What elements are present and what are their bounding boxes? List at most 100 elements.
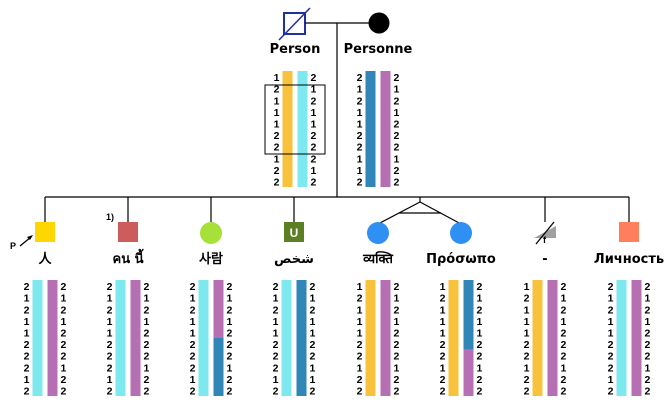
child-8-symbol[interactable] — [619, 222, 639, 242]
child-2-hap-right-allele: 1 — [144, 362, 150, 374]
child-5-symbol[interactable] — [367, 222, 389, 244]
father-hap-left-allele: 1 — [274, 153, 280, 165]
child-7-hap-right-allele: 2 — [561, 351, 567, 363]
mother-haplotype: 2 21 12 21 11 22 22 21 11 22 2 — [357, 71, 400, 189]
child-2-hap-left-allele: 1 — [107, 374, 113, 386]
child-4-symbol[interactable] — [284, 222, 304, 242]
child-8-hap-left-allele: 1 — [608, 328, 614, 340]
child-2-hap-left-chromosome-segment — [115, 280, 126, 396]
child-6-hap-right-allele: 2 — [477, 339, 483, 351]
mother-hap-left-allele: 1 — [357, 107, 363, 119]
child-6-hap-right-chromosome-segment — [463, 280, 474, 350]
child-2-hap-left-allele: 2 — [107, 351, 113, 363]
child-6-hap-right-allele: 2 — [477, 386, 483, 398]
child-2-hap-left-allele: 2 — [107, 304, 113, 316]
father-hap-left-allele: 2 — [274, 130, 280, 142]
mother-hap-left-allele: 2 — [357, 130, 363, 142]
child-1-hap-right-allele: 2 — [61, 281, 67, 293]
child-1-hap-right-allele: 2 — [61, 328, 67, 340]
father-deceased-slash — [278, 7, 311, 41]
child-6-hap-left-allele: 2 — [440, 293, 446, 305]
child-8-hap-right-allele: 2 — [645, 339, 651, 351]
father-hap-left-allele: 1 — [274, 107, 280, 119]
child-6-symbol[interactable] — [450, 222, 472, 244]
child-5-hap-left-allele: 1 — [357, 362, 363, 374]
child-3-hap-left-allele: 1 — [190, 316, 196, 328]
child-5-hap-right-allele: 1 — [394, 362, 400, 374]
child-1-label: 人 — [38, 251, 52, 267]
child-7-hap-left-chromosome-segment — [532, 280, 543, 396]
mother-hap-left-allele: 1 — [357, 165, 363, 177]
mother-hap-right-allele: 1 — [394, 153, 400, 165]
father-hap-left-allele: 1 — [274, 119, 280, 131]
mother-symbol[interactable] — [368, 12, 390, 34]
mother-hap-left-allele: 2 — [357, 95, 363, 107]
child-6-hap-left-allele: 2 — [440, 351, 446, 363]
child-8-hap-right-allele: 2 — [645, 374, 651, 386]
father-hap-right-allele: 2 — [311, 142, 317, 154]
child-7-hap-left-allele: 2 — [524, 339, 530, 351]
child-8-hap-right-chromosome-segment — [631, 280, 642, 396]
child-5-hap-right-allele: 2 — [394, 281, 400, 293]
mother-hap-left-allele: 2 — [357, 72, 363, 84]
child-5-hap-right-chromosome-segment — [380, 280, 391, 396]
child-2-hap-right-allele: 2 — [144, 339, 150, 351]
child-4-hap-left-allele: 2 — [273, 362, 279, 374]
child-5-hap-left-allele: 1 — [357, 328, 363, 340]
child-5-hap-right-allele: 1 — [394, 316, 400, 328]
child-7-hap-right-allele: 1 — [561, 362, 567, 374]
child-6-hap-right-allele: 1 — [477, 293, 483, 305]
father-hap-left-allele: 2 — [274, 177, 280, 189]
child-1-hap-left-allele: 1 — [24, 328, 30, 340]
child-4-hap-right-allele: 2 — [310, 281, 316, 293]
child-3-hap-right-allele: 1 — [227, 316, 233, 328]
child-7-note: f — [543, 235, 547, 245]
child-1-hap-right-allele: 1 — [61, 316, 67, 328]
child-4-hap-right-allele: 1 — [310, 316, 316, 328]
father-hap-right-allele: 1 — [311, 119, 317, 131]
proband-marker: P — [10, 241, 16, 251]
child-3-hap-right-allele: 2 — [227, 374, 233, 386]
child-6-hap-left-allele: 1 — [440, 328, 446, 340]
child-7-label: - — [542, 252, 547, 267]
child-6-hap-right-chromosome-segment — [463, 349, 474, 396]
child-6-hap-left-allele: 1 — [440, 316, 446, 328]
child-6-label: Πρόσωπο — [426, 252, 496, 267]
child-1-hap-left-allele: 2 — [24, 386, 30, 398]
child-1-hap-left-allele: 1 — [24, 316, 30, 328]
child-2-hap-right-chromosome-segment — [130, 280, 141, 396]
child-2-hap-left-allele: 1 — [107, 328, 113, 340]
child-5-hap-left-allele: 1 — [357, 304, 363, 316]
child-3-hap-right-allele: 1 — [227, 293, 233, 305]
child-4-hap-right-allele: 2 — [310, 339, 316, 351]
child-6-hap-left-allele: 2 — [440, 339, 446, 351]
child-5-hap-right-allele: 2 — [394, 351, 400, 363]
child-4-hap-right-allele: 2 — [310, 386, 316, 398]
child-5-hap-left-allele: 2 — [357, 351, 363, 363]
father-hap-right-allele: 1 — [311, 107, 317, 119]
mother-hap-right-allele: 2 — [394, 165, 400, 177]
father[interactable] — [278, 7, 311, 41]
child-2-hap-left-allele: 1 — [107, 293, 113, 305]
child-7-hap-left-allele: 2 — [524, 351, 530, 363]
child-8-hap-left-chromosome-segment — [616, 280, 627, 396]
child-1-symbol[interactable] — [35, 222, 55, 242]
child-8-hap-left-allele: 1 — [608, 374, 614, 386]
mother-hap-right-allele: 2 — [394, 130, 400, 142]
child-2-symbol[interactable] — [118, 222, 138, 242]
child-7-hap-right-allele: 2 — [561, 374, 567, 386]
child-7-hap-right-chromosome-segment — [547, 280, 558, 396]
child-1-hap-right-allele: 2 — [61, 351, 67, 363]
child-7-symbol[interactable] — [534, 221, 556, 245]
father-hap-right-allele: 2 — [311, 153, 317, 165]
mother-hap-left-allele: 2 — [357, 142, 363, 154]
child-1-hap-right-allele: 2 — [61, 339, 67, 351]
child-3-hap-right-allele: 2 — [227, 351, 233, 363]
proband-arrow: P — [10, 235, 33, 251]
father-hap-left-chromosome-segment — [282, 71, 293, 187]
child-3-symbol[interactable] — [200, 222, 222, 244]
child-3-hap-left-allele: 2 — [190, 304, 196, 316]
child-5-hap-left-allele: 1 — [357, 316, 363, 328]
child-4-hap-left-allele: 1 — [273, 293, 279, 305]
child-1-haplotype: 2 21 12 21 11 22 22 22 11 22 2 — [24, 280, 67, 398]
